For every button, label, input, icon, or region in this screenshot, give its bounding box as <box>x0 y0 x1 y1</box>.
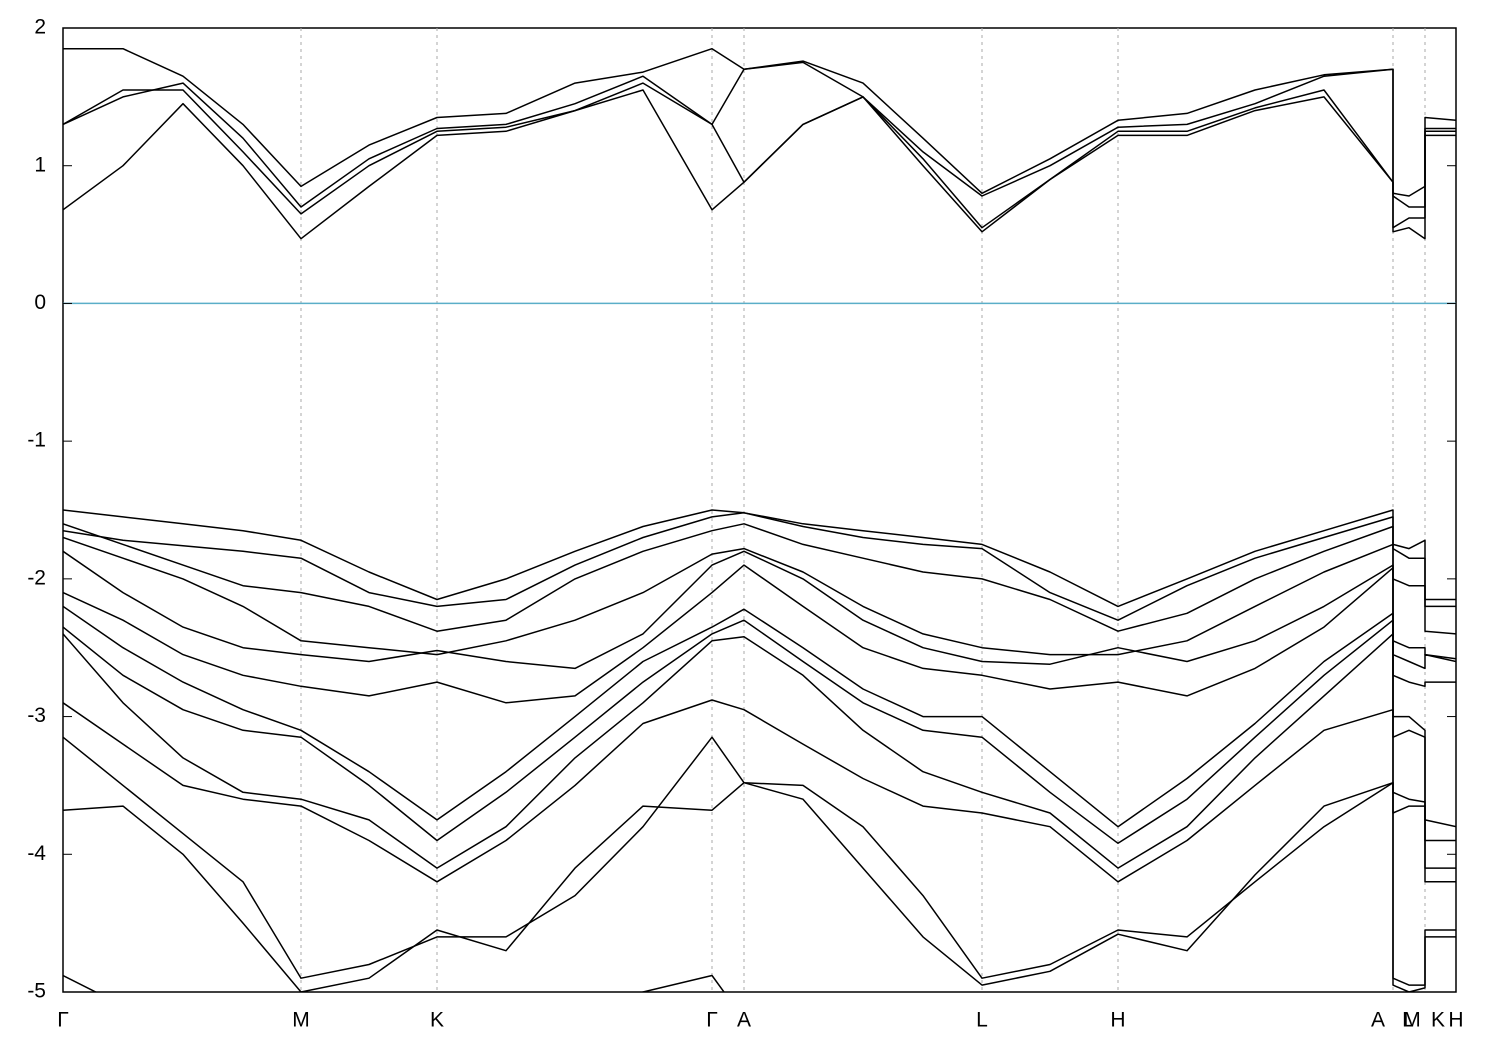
band <box>63 89 1456 240</box>
x-tick-label: K <box>430 1009 444 1032</box>
y-tick-label: -5 <box>27 980 46 1003</box>
y-tick-label: 2 <box>34 16 46 39</box>
x-tick-label: H <box>1448 1009 1463 1032</box>
band <box>63 536 1456 660</box>
y-tick-label: -2 <box>27 566 46 589</box>
y-tick-label: 0 <box>34 291 46 314</box>
x-tick-label: L <box>1402 1009 1414 1032</box>
y-tick-label: -4 <box>27 842 46 865</box>
x-tick-label: Γ <box>706 1009 718 1032</box>
band <box>63 61 1456 208</box>
x-tick-label: A <box>1371 1009 1385 1032</box>
x-tick-label: M <box>292 1009 310 1032</box>
x-tick-label: K <box>1431 1009 1445 1032</box>
band <box>63 699 1456 883</box>
band <box>63 47 1456 197</box>
x-tick-label: H <box>1110 1009 1125 1032</box>
band <box>63 736 1456 986</box>
band <box>63 523 1456 635</box>
band <box>63 974 725 992</box>
x-tick-label: A <box>737 1009 751 1032</box>
band <box>63 781 1456 992</box>
band <box>63 619 1456 845</box>
y-tick-label: -1 <box>27 429 46 452</box>
band <box>63 564 1456 704</box>
band <box>63 605 1456 828</box>
band <box>63 633 1456 869</box>
y-tick-label: -3 <box>27 704 46 727</box>
x-tick-label: M <box>1403 1009 1421 1032</box>
plot-area <box>63 28 1456 992</box>
x-tick-label: L <box>976 1009 988 1032</box>
x-tick-label: Γ <box>57 1009 69 1032</box>
y-tick-label: 1 <box>34 153 46 176</box>
